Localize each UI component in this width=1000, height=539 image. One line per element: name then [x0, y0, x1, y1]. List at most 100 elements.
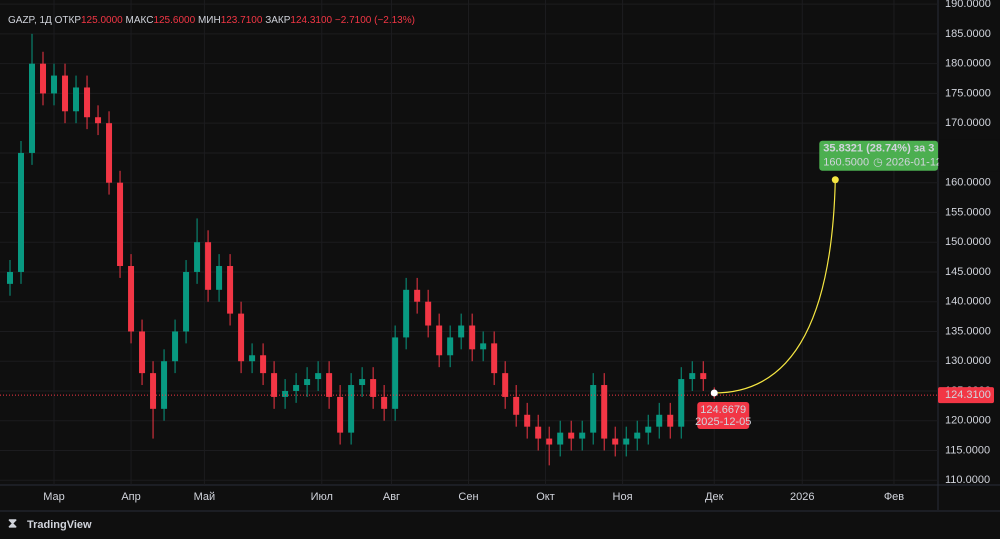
- candle-body: [502, 373, 509, 397]
- candle-body: [359, 379, 366, 386]
- candle-body: [73, 87, 80, 112]
- x-tick-label: Май: [194, 491, 216, 503]
- candle-body: [326, 373, 333, 397]
- candle-body: [623, 438, 630, 445]
- candle-body: [535, 426, 542, 439]
- high-label: МАКС: [126, 15, 154, 26]
- projection-curve: [714, 179, 836, 394]
- candle-body: [491, 343, 498, 374]
- end-price: 160.5000: [823, 157, 869, 169]
- candle-body: [161, 361, 168, 409]
- candle-body: [348, 385, 355, 433]
- x-tick-label: Апр: [121, 491, 140, 503]
- low-label: МИН: [198, 15, 221, 26]
- candle-body: [480, 343, 487, 350]
- x-tick-label: Ноя: [613, 491, 633, 503]
- start-price: 124.6679: [700, 404, 746, 416]
- candle-body: [205, 242, 212, 290]
- y-tick-label: 190.0000: [945, 0, 991, 10]
- projection-start: [710, 389, 718, 397]
- candle-body: [150, 373, 157, 409]
- candle-body: [370, 379, 377, 397]
- x-tick-label: Авг: [383, 491, 400, 503]
- x-tick-label: Мар: [43, 491, 65, 503]
- candle-body: [315, 373, 322, 380]
- axis-mask: [938, 139, 1000, 172]
- y-tick-label: 110.0000: [945, 474, 990, 486]
- symbol: GAZP, 1Д ОТКР125.0000 МАКС125.6000 МИН12…: [8, 15, 415, 26]
- candle-body: [469, 325, 476, 350]
- brand-name: TradingView: [27, 519, 92, 531]
- candle-body: [51, 75, 58, 94]
- open: 125.0000: [81, 15, 123, 26]
- candle-body: [645, 426, 652, 433]
- candle-body: [403, 289, 410, 338]
- y-tick-label: 120.0000: [945, 415, 991, 427]
- candle-body: [689, 373, 696, 380]
- candle-body: [238, 313, 245, 362]
- candle-body: [249, 355, 256, 362]
- y-tick-label: 175.0000: [945, 87, 991, 99]
- candle-body: [106, 123, 113, 183]
- candle-body: [568, 432, 575, 439]
- candle-body: [95, 117, 102, 124]
- candle-body: [128, 266, 135, 332]
- candle-body: [260, 355, 267, 374]
- candle-body: [172, 331, 179, 362]
- candle-body: [700, 373, 707, 380]
- last-price-badge: [938, 387, 994, 404]
- x-tick-label: 2026: [790, 491, 814, 503]
- candle-body: [29, 63, 36, 153]
- candle-body: [337, 396, 344, 433]
- candle-body: [546, 438, 553, 445]
- y-tick-label: 140.0000: [945, 296, 991, 308]
- low: 123.7100: [221, 15, 263, 26]
- candle-body: [40, 63, 47, 94]
- candle-body: [381, 396, 388, 409]
- end-detail: 160.5000 ◷ 2026-01-12: [823, 157, 942, 169]
- candle-body: [271, 373, 278, 397]
- y-tick-label: 135.0000: [945, 325, 991, 337]
- candle-body: [601, 385, 608, 439]
- x-tick-label: Дек: [705, 491, 724, 503]
- x-tick-label: Окт: [536, 491, 555, 503]
- candle-body: [590, 385, 597, 433]
- logo: ⧗: [8, 515, 17, 530]
- candle-body: [656, 414, 663, 427]
- last-price-label: 124.3100: [945, 389, 991, 401]
- brand: ⧗ TradingView: [8, 515, 92, 530]
- change: −2.7100 (−2.13%): [335, 15, 415, 26]
- open-label: ОТКР: [55, 15, 82, 26]
- candle-body: [425, 301, 432, 326]
- candle-body: [667, 414, 674, 427]
- candle-body: [139, 331, 146, 374]
- y-tick-label: 155.0000: [945, 206, 991, 218]
- candle-body: [18, 152, 25, 272]
- symbol: GAZP, 1Д: [8, 15, 52, 26]
- candle-body: [634, 432, 641, 439]
- clock-icon: ◷: [873, 157, 883, 169]
- candle-body: [557, 432, 564, 445]
- y-tick-label: 115.0000: [945, 444, 990, 456]
- candle-body: [293, 385, 300, 391]
- candle-body: [513, 396, 520, 415]
- candle-body: [447, 337, 454, 356]
- y-tick-label: 130.0000: [945, 355, 991, 367]
- candle-body: [216, 266, 223, 290]
- y-tick-label: 145.0000: [945, 266, 991, 278]
- candle-body: [579, 432, 586, 439]
- candle-body: [84, 87, 91, 118]
- candle-body: [62, 75, 69, 112]
- end-date: 2026-01-12: [886, 157, 942, 169]
- y-tick-label: 160.0000: [945, 177, 991, 189]
- candle-body: [524, 414, 531, 427]
- candle-body: [678, 379, 685, 427]
- y-tick-label: 150.0000: [945, 236, 991, 248]
- candle-body: [183, 271, 190, 332]
- close-label: ЗАКР: [265, 15, 291, 26]
- high: 125.6000: [153, 15, 195, 26]
- candle-body: [612, 438, 619, 445]
- x-tick-label: Фев: [884, 491, 904, 503]
- close: 124.3100: [290, 15, 332, 26]
